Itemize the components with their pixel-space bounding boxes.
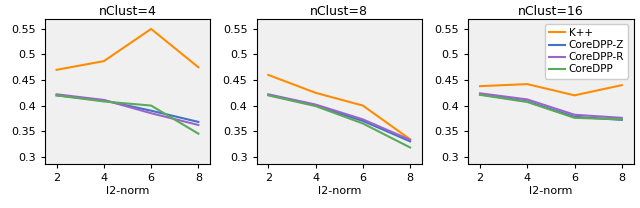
X-axis label: l2-norm: l2-norm — [529, 186, 573, 196]
CoreDPP-Z — [571, 116, 579, 118]
CoreDPP — [524, 101, 531, 103]
X-axis label: l2-norm: l2-norm — [106, 186, 149, 196]
CoreDPP-R — [476, 92, 484, 95]
CoreDPP — [571, 116, 579, 119]
CoreDPP-Z — [618, 119, 626, 121]
Line: K++: K++ — [480, 84, 622, 95]
Legend: K++, CoreDPP-Z, CoreDPP-R, CoreDPP: K++, CoreDPP-Z, CoreDPP-R, CoreDPP — [545, 24, 628, 78]
Title: nClust=4: nClust=4 — [99, 5, 156, 17]
K++ — [476, 85, 484, 87]
Line: CoreDPP-Z: CoreDPP-Z — [480, 94, 622, 120]
CoreDPP-R — [571, 114, 579, 116]
CoreDPP-Z — [476, 93, 484, 96]
CoreDPP-R — [618, 116, 626, 119]
Line: CoreDPP-R: CoreDPP-R — [480, 93, 622, 118]
Title: nClust=16: nClust=16 — [518, 5, 584, 17]
CoreDPP — [618, 118, 626, 121]
K++ — [618, 84, 626, 86]
Title: nClust=8: nClust=8 — [310, 5, 368, 17]
K++ — [571, 94, 579, 97]
CoreDPP — [476, 94, 484, 96]
Line: CoreDPP: CoreDPP — [480, 95, 622, 119]
K++ — [524, 83, 531, 85]
CoreDPP-R — [524, 98, 531, 101]
X-axis label: l2-norm: l2-norm — [317, 186, 361, 196]
CoreDPP-Z — [524, 100, 531, 103]
